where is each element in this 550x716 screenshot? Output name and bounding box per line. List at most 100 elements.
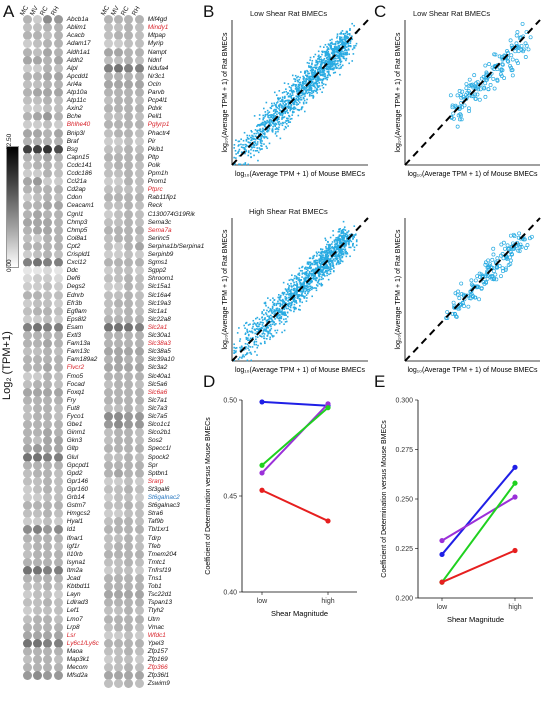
scatter-point bbox=[283, 104, 286, 106]
gene-label: Slc5a6 bbox=[147, 380, 168, 388]
heatmap-cell bbox=[104, 501, 113, 511]
heatmap-cell bbox=[124, 55, 134, 65]
scatter-point bbox=[339, 67, 342, 69]
scatter-point bbox=[505, 49, 509, 54]
heatmap-cell bbox=[43, 395, 53, 405]
heatmap-cell bbox=[53, 484, 63, 494]
heatmap-cell bbox=[104, 509, 113, 519]
heatmap-row: Slc2a1 bbox=[104, 322, 167, 332]
heatmap-cell bbox=[114, 646, 124, 656]
heatmap-cell bbox=[124, 104, 134, 114]
scatter-point bbox=[324, 251, 327, 254]
heatmap-cell bbox=[33, 266, 43, 276]
heatmap-cell bbox=[33, 314, 43, 324]
scatter-point bbox=[339, 37, 342, 39]
scatter-point bbox=[329, 42, 332, 45]
scatter-point bbox=[281, 310, 283, 313]
scatter-point bbox=[311, 63, 313, 66]
heatmap-cell bbox=[104, 233, 113, 243]
scatter-point bbox=[294, 101, 297, 103]
y-axis-label: Coefficient of Determination versus Mous… bbox=[205, 417, 212, 575]
heatmap-cell bbox=[114, 39, 124, 49]
scatter-point bbox=[257, 138, 260, 140]
heatmap-cell bbox=[134, 290, 144, 300]
scatter-point bbox=[320, 63, 323, 65]
gene-label: Ceacam1 bbox=[66, 202, 95, 210]
scatter-point bbox=[348, 48, 350, 51]
scatter-point bbox=[314, 81, 317, 84]
scatter-point bbox=[253, 132, 256, 135]
scatter-point bbox=[285, 126, 287, 129]
scatter-point bbox=[483, 262, 488, 267]
scatter-point bbox=[261, 135, 264, 137]
heatmap-row: Fmo5 bbox=[23, 371, 83, 381]
heatmap-cell bbox=[43, 347, 53, 357]
scatter-point bbox=[263, 132, 266, 135]
gene-label: Gkn3 bbox=[66, 437, 83, 445]
gene-label: Nampt bbox=[147, 48, 167, 56]
y-tick-label: 0.250 bbox=[395, 497, 413, 504]
scatter-point bbox=[341, 42, 343, 45]
heatmap-row: Pglyrp1 bbox=[104, 120, 169, 130]
scatter-point bbox=[293, 111, 295, 113]
scatter-point bbox=[336, 248, 339, 250]
scatter-point bbox=[257, 132, 259, 134]
scatter-point bbox=[244, 163, 246, 166]
scatter-point bbox=[324, 275, 326, 277]
scatter-point bbox=[493, 272, 498, 277]
heatmap-cell bbox=[43, 201, 53, 211]
scatter-point bbox=[324, 83, 327, 86]
scatter-point bbox=[304, 70, 306, 73]
scatter-point bbox=[281, 309, 283, 311]
scatter-point bbox=[287, 283, 289, 285]
scatter-point bbox=[329, 272, 332, 275]
scatter-point bbox=[296, 289, 298, 292]
scatter-point bbox=[284, 312, 287, 315]
scatter-point bbox=[284, 297, 287, 300]
heatmap-cell bbox=[33, 347, 43, 357]
heatmap-cell bbox=[43, 533, 53, 543]
scatter-point bbox=[348, 62, 350, 65]
scatter-point bbox=[348, 34, 351, 36]
scatter-point bbox=[300, 87, 303, 90]
scatter-point bbox=[270, 124, 272, 127]
scatter-point bbox=[288, 288, 290, 290]
scatter-point bbox=[295, 301, 298, 304]
scatter-point bbox=[293, 103, 296, 106]
heatmap-cell bbox=[23, 314, 32, 324]
scatter-point bbox=[491, 269, 496, 274]
heatmap-cell bbox=[134, 128, 144, 138]
scatter-point bbox=[298, 87, 301, 89]
heatmap-row: Ocln bbox=[104, 79, 161, 89]
scatter-point bbox=[256, 147, 259, 149]
scatter-point bbox=[299, 286, 301, 289]
scatter-point bbox=[326, 272, 329, 274]
heatmap-cell bbox=[134, 63, 144, 73]
scatter-point bbox=[450, 311, 455, 316]
heatmap-cell bbox=[43, 501, 53, 511]
heatmap-cell bbox=[53, 160, 63, 170]
scatter-point bbox=[343, 246, 346, 248]
scatter-point bbox=[290, 286, 293, 288]
scatter-point bbox=[492, 52, 497, 57]
scatter-point bbox=[312, 56, 315, 58]
scatter-point bbox=[267, 306, 270, 309]
heatmap-cell bbox=[134, 209, 144, 219]
scatter-point bbox=[299, 309, 301, 311]
scatter-point bbox=[281, 114, 284, 117]
scatter-point bbox=[321, 271, 323, 274]
heatmap-cell bbox=[134, 169, 144, 179]
scatter-point bbox=[266, 334, 269, 337]
gene-label: Zfp366 bbox=[147, 664, 168, 672]
heatmap-cell bbox=[43, 298, 53, 308]
heatmap-cell bbox=[114, 120, 124, 130]
scatter-point bbox=[284, 321, 287, 323]
scatter-point bbox=[322, 272, 325, 275]
heatmap-cell bbox=[43, 371, 53, 381]
scatter-point bbox=[466, 304, 471, 309]
scatter-point bbox=[303, 277, 305, 280]
scatter-point bbox=[353, 47, 355, 49]
scatter-point bbox=[285, 293, 288, 296]
scatter-point bbox=[282, 107, 284, 110]
scatter-point bbox=[279, 303, 282, 306]
